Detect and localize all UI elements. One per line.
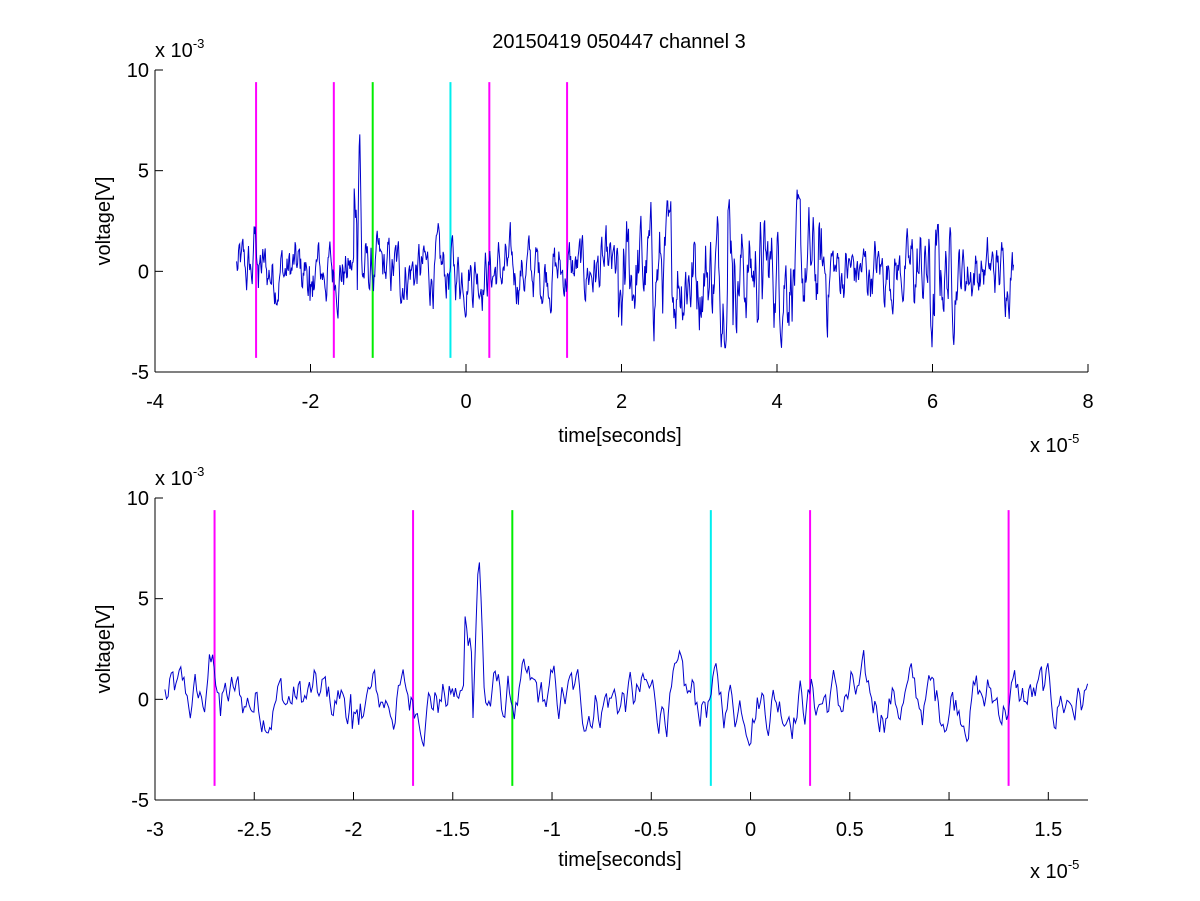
bottom-trace-line [164, 562, 1089, 747]
bottom-plot-area [155, 498, 1088, 800]
bottom-x-axis-label: time[seconds] [558, 849, 681, 871]
top-x-multiplier: x 10-5 [1030, 431, 1079, 457]
figure-title: 20150419 050447 channel 3 [492, 31, 746, 53]
top-event-markers [255, 82, 569, 358]
bottom-x-tick-label: 0.5 [836, 819, 864, 841]
bottom-y-tick-label: 5 [138, 589, 149, 611]
top-ticks: -4 -2 0 2 4 6 8 -5 0 5 10 [127, 60, 1094, 413]
bottom-axes [154, 498, 1088, 801]
top-x-multiplier-base: x 10 [1030, 435, 1068, 457]
top-subplot: -4 -2 0 2 4 6 8 -5 0 5 10 time[seconds] voltage[V]… [93, 36, 1094, 457]
top-trace-line [236, 134, 1014, 349]
bottom-x-tick-label: 0 [745, 819, 756, 841]
top-x-tick-label: 0 [460, 391, 471, 413]
bottom-x-tick-label: 1.5 [1034, 819, 1062, 841]
bottom-x-tick-label: -2.5 [237, 819, 271, 841]
top-y-tick-label: 10 [127, 60, 149, 82]
top-x-tick-label: 6 [927, 391, 938, 413]
top-x-tick-label: 8 [1082, 391, 1093, 413]
top-x-tick-label: 4 [771, 391, 782, 413]
bottom-y-axis-label: voltage[V] [93, 605, 115, 694]
bottom-y-multiplier-exponent: -3 [193, 464, 205, 479]
top-x-tick-label: 2 [616, 391, 627, 413]
bottom-y-tick-label: 0 [138, 689, 149, 711]
top-y-multiplier-exponent: -3 [193, 36, 205, 51]
bottom-x-tick-label: -1 [543, 819, 561, 841]
bottom-x-multiplier-base: x 10 [1030, 861, 1068, 883]
bottom-x-tick-label: -1.5 [436, 819, 470, 841]
top-x-axis-label: time[seconds] [558, 425, 681, 447]
bottom-y-tick-label: -5 [131, 790, 149, 812]
top-y-tick-label: 5 [138, 161, 149, 183]
top-y-tick-label: -5 [131, 362, 149, 384]
top-plot-area [155, 70, 1088, 372]
bottom-ticks: -3 -2.5 -2 -1.5 -1 -0.5 0 0.5 1 1.5 -5 0 5 10 [127, 488, 1062, 841]
bottom-x-multiplier-exponent: -5 [1068, 857, 1080, 872]
bottom-voltage-trace [164, 562, 1089, 747]
top-x-tick-label: -2 [302, 391, 320, 413]
bottom-event-markers [213, 510, 1010, 786]
top-y-multiplier: x 10-3 [155, 36, 204, 62]
top-x-tick-label: -4 [146, 391, 164, 413]
bottom-y-multiplier-base: x 10 [155, 468, 193, 490]
top-x-multiplier-exponent: -5 [1068, 431, 1080, 446]
bottom-y-tick-label: 10 [127, 488, 149, 510]
top-voltage-trace [236, 134, 1014, 349]
top-y-multiplier-base: x 10 [155, 40, 193, 62]
bottom-x-tick-label: -0.5 [634, 819, 668, 841]
bottom-y-multiplier: x 10-3 [155, 464, 204, 490]
top-y-tick-label: 0 [138, 261, 149, 283]
bottom-subplot: -3 -2.5 -2 -1.5 -1 -0.5 0 0.5 1 1.5 -5 0 5 10 time[se… [93, 464, 1089, 883]
bottom-x-tick-label: 1 [943, 819, 954, 841]
bottom-x-tick-label: -3 [146, 819, 164, 841]
bottom-x-tick-label: -2 [345, 819, 363, 841]
bottom-x-multiplier: x 10-5 [1030, 857, 1079, 883]
top-y-axis-label: voltage[V] [93, 177, 115, 266]
